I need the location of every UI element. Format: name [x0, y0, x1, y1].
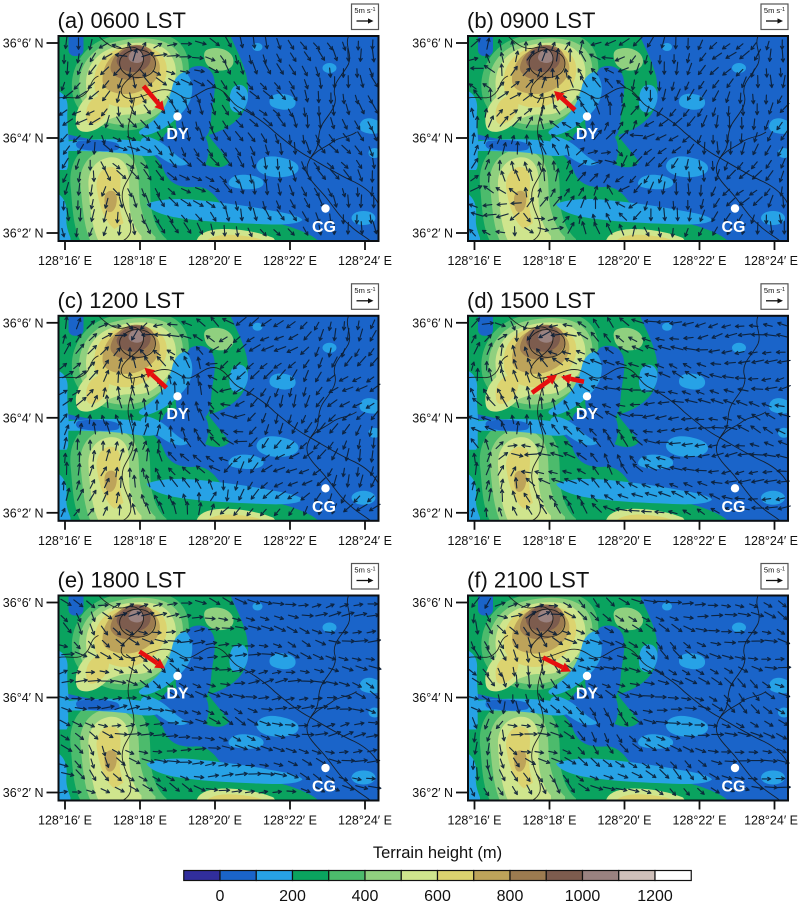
svg-text:36°2′ N: 36°2′ N: [412, 227, 453, 241]
svg-text:36°4′ N: 36°4′ N: [3, 411, 44, 425]
svg-text:128°22′ E: 128°22′ E: [673, 254, 727, 268]
svg-text:128°24′ E: 128°24′ E: [744, 814, 798, 828]
svg-text:36°2′ N: 36°2′ N: [3, 227, 44, 241]
svg-text:36°2′ N: 36°2′ N: [412, 506, 453, 520]
svg-text:128°20′ E: 128°20′ E: [598, 534, 652, 548]
svg-text:800: 800: [497, 888, 524, 905]
svg-text:CG: CG: [722, 779, 746, 796]
svg-text:DY: DY: [166, 406, 189, 423]
svg-text:36°6′ N: 36°6′ N: [412, 316, 453, 330]
svg-text:DY: DY: [576, 126, 599, 143]
svg-text:128°24′ E: 128°24′ E: [338, 534, 392, 548]
svg-text:36°6′ N: 36°6′ N: [3, 37, 44, 51]
svg-text:128°22′ E: 128°22′ E: [263, 534, 317, 548]
svg-text:0: 0: [216, 888, 225, 905]
svg-text:128°16′ E: 128°16′ E: [38, 534, 92, 548]
svg-text:128°18′ E: 128°18′ E: [523, 254, 577, 268]
svg-text:Terrain height (m): Terrain height (m): [373, 844, 502, 862]
svg-text:200: 200: [279, 888, 306, 905]
svg-text:36°4′ N: 36°4′ N: [412, 132, 453, 146]
svg-text:(d) 1500 LST: (d) 1500 LST: [467, 288, 595, 313]
svg-text:128°24′ E: 128°24′ E: [338, 814, 392, 828]
svg-text:128°24′ E: 128°24′ E: [744, 534, 798, 548]
svg-text:1000: 1000: [565, 888, 601, 905]
svg-text:5m s-1: 5m s-1: [764, 6, 785, 15]
svg-text:DY: DY: [166, 126, 189, 143]
svg-text:(e) 1800 LST: (e) 1800 LST: [58, 568, 186, 593]
svg-text:(b) 0900 LST: (b) 0900 LST: [467, 8, 595, 33]
svg-text:5m s-1: 5m s-1: [764, 566, 785, 575]
svg-text:128°16′ E: 128°16′ E: [38, 814, 92, 828]
svg-text:5m s-1: 5m s-1: [354, 6, 375, 15]
svg-text:CG: CG: [722, 219, 746, 236]
svg-text:128°20′ E: 128°20′ E: [188, 814, 242, 828]
svg-text:CG: CG: [312, 499, 336, 516]
svg-text:128°16′ E: 128°16′ E: [38, 254, 92, 268]
svg-text:128°18′ E: 128°18′ E: [113, 254, 167, 268]
svg-text:36°4′ N: 36°4′ N: [3, 691, 44, 705]
svg-text:(a) 0600 LST: (a) 0600 LST: [58, 8, 186, 33]
svg-text:400: 400: [352, 888, 379, 905]
svg-text:CG: CG: [312, 779, 336, 796]
svg-text:5m s-1: 5m s-1: [764, 286, 785, 295]
svg-text:128°22′ E: 128°22′ E: [263, 814, 317, 828]
svg-text:36°2′ N: 36°2′ N: [412, 786, 453, 800]
svg-text:36°6′ N: 36°6′ N: [412, 37, 453, 51]
svg-text:DY: DY: [576, 686, 599, 703]
svg-text:128°20′ E: 128°20′ E: [188, 254, 242, 268]
svg-text:128°18′ E: 128°18′ E: [113, 814, 167, 828]
svg-text:128°22′ E: 128°22′ E: [673, 534, 727, 548]
svg-text:CG: CG: [722, 499, 746, 516]
svg-text:DY: DY: [166, 686, 189, 703]
svg-text:128°18′ E: 128°18′ E: [523, 534, 577, 548]
svg-text:36°4′ N: 36°4′ N: [3, 132, 44, 146]
svg-text:128°20′ E: 128°20′ E: [598, 254, 652, 268]
svg-text:1200: 1200: [637, 888, 673, 905]
svg-text:128°22′ E: 128°22′ E: [263, 254, 317, 268]
svg-text:5m s-1: 5m s-1: [354, 566, 375, 575]
svg-text:128°18′ E: 128°18′ E: [523, 814, 577, 828]
svg-text:36°2′ N: 36°2′ N: [3, 506, 44, 520]
svg-text:128°20′ E: 128°20′ E: [188, 534, 242, 548]
svg-text:600: 600: [424, 888, 451, 905]
svg-text:128°16′ E: 128°16′ E: [448, 814, 502, 828]
svg-text:128°18′ E: 128°18′ E: [113, 534, 167, 548]
svg-text:36°6′ N: 36°6′ N: [3, 316, 44, 330]
svg-text:128°24′ E: 128°24′ E: [744, 254, 798, 268]
svg-text:36°2′ N: 36°2′ N: [3, 786, 44, 800]
svg-text:CG: CG: [312, 219, 336, 236]
svg-text:128°20′ E: 128°20′ E: [598, 814, 652, 828]
svg-text:DY: DY: [576, 406, 599, 423]
svg-text:128°16′ E: 128°16′ E: [448, 534, 502, 548]
svg-text:(f) 2100 LST: (f) 2100 LST: [467, 568, 589, 593]
svg-text:36°6′ N: 36°6′ N: [412, 596, 453, 610]
svg-text:128°24′ E: 128°24′ E: [338, 254, 392, 268]
svg-text:128°16′ E: 128°16′ E: [448, 254, 502, 268]
svg-text:(c) 1200 LST: (c) 1200 LST: [58, 288, 185, 313]
svg-text:5m s-1: 5m s-1: [354, 286, 375, 295]
svg-text:128°22′ E: 128°22′ E: [673, 814, 727, 828]
svg-text:36°4′ N: 36°4′ N: [412, 691, 453, 705]
svg-text:36°4′ N: 36°4′ N: [412, 411, 453, 425]
svg-text:36°6′ N: 36°6′ N: [3, 596, 44, 610]
